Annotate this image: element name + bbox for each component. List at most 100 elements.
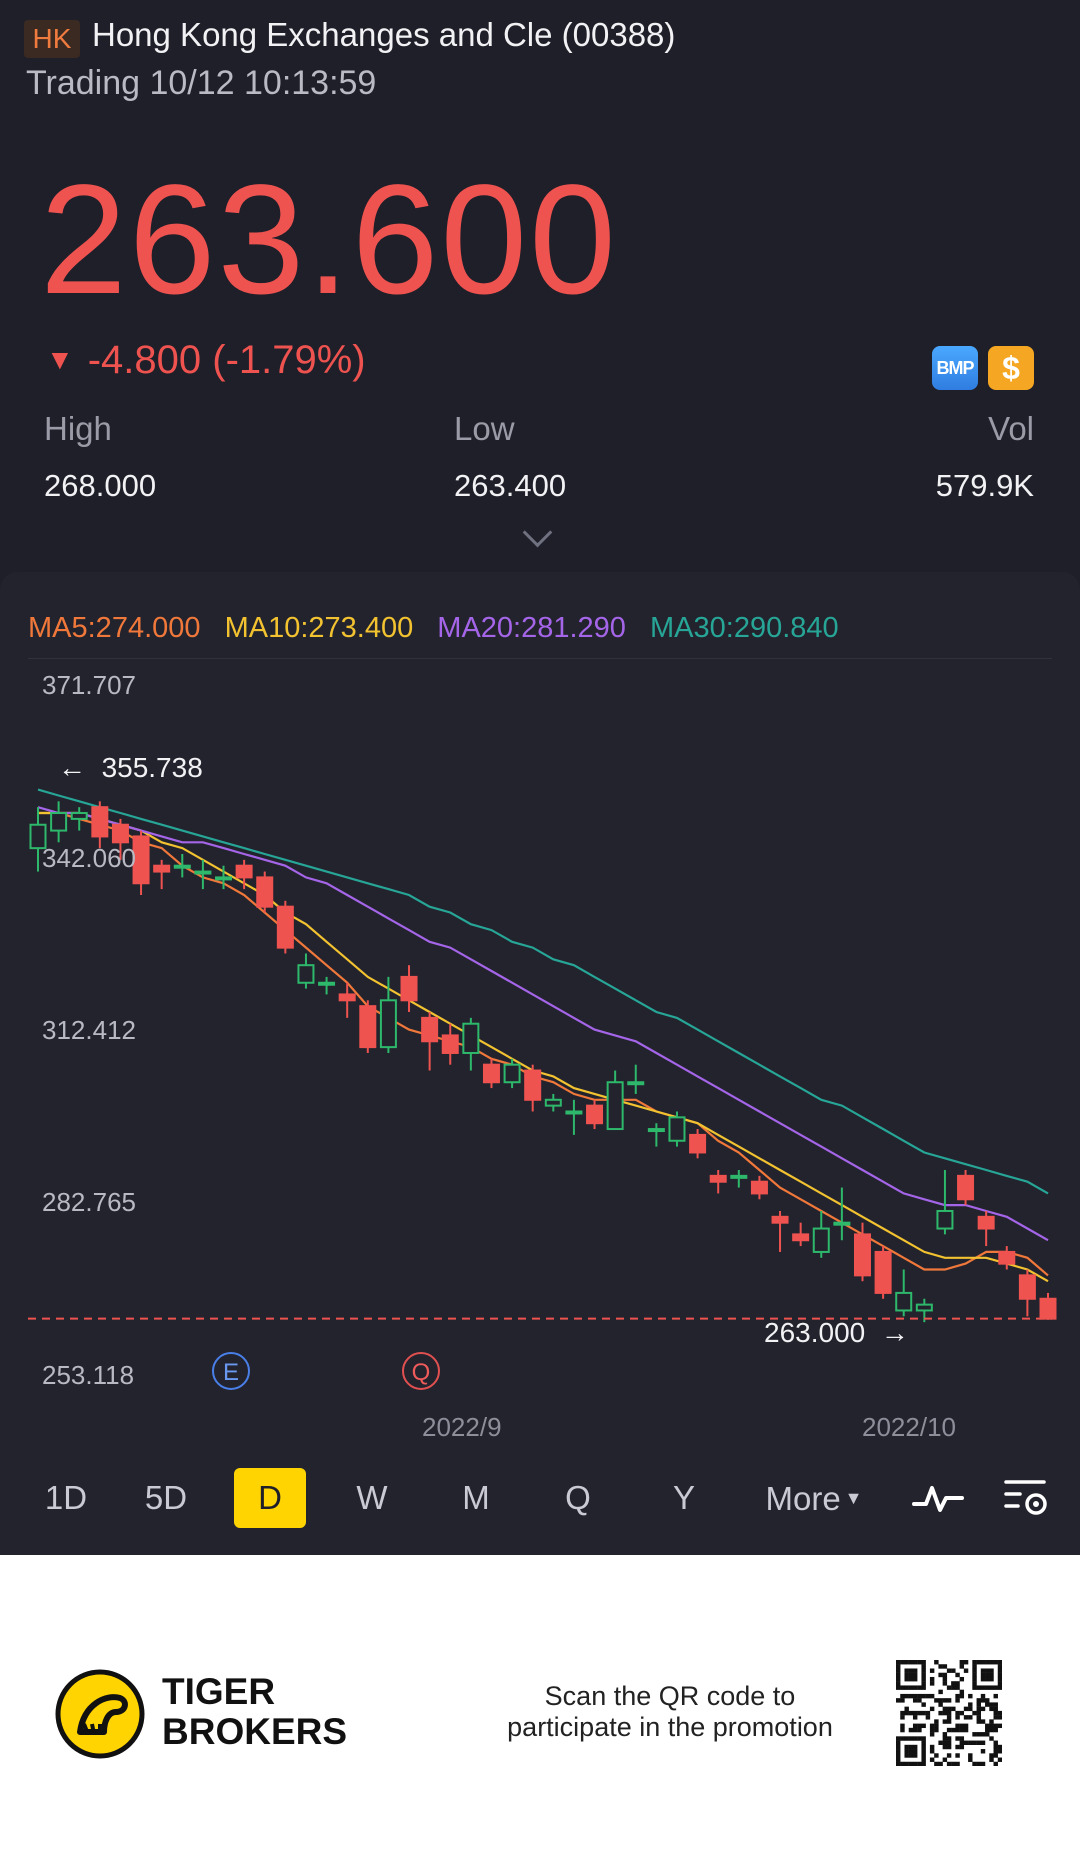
candle-up: [606, 1081, 624, 1131]
dollar-icon[interactable]: $: [988, 346, 1034, 390]
qr-module: [946, 1685, 952, 1690]
high-value: 268.000: [44, 468, 157, 503]
bmp-badge[interactable]: BMP: [932, 346, 978, 390]
qr-module: [968, 1753, 973, 1758]
vol-label: Vol: [988, 410, 1034, 447]
ma30-legend: MA30:290.840: [650, 612, 839, 644]
qr-module: [963, 1727, 969, 1733]
qr-module: [993, 1744, 998, 1750]
qr-module: [976, 1710, 981, 1716]
earnings-event-marker[interactable]: E: [212, 1352, 250, 1390]
qr-module: [921, 1668, 926, 1673]
qr-module: [929, 1693, 935, 1699]
high-marker-value: 355.738: [101, 752, 203, 783]
candle-up: [50, 812, 68, 832]
qr-module: [912, 1723, 918, 1729]
promo-line-1: Scan the QR code to: [544, 1681, 796, 1711]
qr-module: [976, 1685, 981, 1690]
candlestick-chart[interactable]: [0, 660, 1080, 1380]
qr-module: [989, 1685, 994, 1690]
tab-more[interactable]: More ▼: [758, 1468, 870, 1528]
qr-module: [942, 1706, 948, 1712]
candle-up: [627, 1081, 645, 1086]
qr-module: [912, 1668, 918, 1673]
qr-module: [896, 1676, 901, 1682]
qr-module: [980, 1706, 986, 1712]
qr-module: [980, 1740, 986, 1745]
quarterly-event-marker[interactable]: Q: [402, 1352, 440, 1390]
ma-legend: MA5:274.000 MA10:273.400 MA20:281.290 MA…: [28, 612, 855, 645]
qr-module: [908, 1749, 914, 1754]
qr-module: [946, 1668, 952, 1673]
promo-footer: [0, 1555, 1080, 1872]
tab-1d[interactable]: 1D: [44, 1479, 88, 1516]
qr-module: [951, 1685, 956, 1690]
qr-module: [896, 1744, 901, 1750]
caret-down-icon: ▼: [844, 1488, 863, 1508]
qr-module: [921, 1744, 926, 1750]
candle-down: [256, 876, 274, 908]
qr-module: [946, 1698, 952, 1703]
candle-down: [91, 806, 109, 838]
qr-module: [908, 1736, 914, 1741]
qr-module: [959, 1727, 965, 1733]
price-change: ▼ -4.800 (-1.79%): [46, 338, 366, 383]
qr-module: [934, 1719, 939, 1724]
qr-module: [921, 1676, 926, 1682]
candle-down: [853, 1233, 871, 1277]
qr-module: [912, 1736, 918, 1741]
qr-module: [976, 1660, 981, 1665]
qr-module: [972, 1761, 977, 1766]
qr-module: [959, 1689, 965, 1695]
qr-module: [955, 1710, 960, 1716]
qr-module: [989, 1672, 994, 1678]
qr-module: [972, 1740, 977, 1745]
down-triangle-icon: ▼: [46, 344, 74, 375]
qr-module: [904, 1749, 909, 1754]
indicator-icon[interactable]: [912, 1480, 964, 1516]
qr-module: [997, 1668, 1002, 1673]
tab-y[interactable]: Y: [672, 1479, 695, 1516]
tab-w[interactable]: W: [356, 1479, 388, 1516]
qr-module: [946, 1719, 952, 1724]
chevron-down-icon[interactable]: [522, 517, 553, 548]
qr-module: [976, 1719, 981, 1724]
tab-5d[interactable]: 5D: [144, 1479, 188, 1516]
candle-up: [503, 1063, 521, 1084]
chart-settings-icon[interactable]: [1004, 1476, 1050, 1520]
qr-module: [938, 1698, 943, 1703]
qr-module: [963, 1668, 969, 1673]
qr-module: [929, 1757, 935, 1762]
qr-module: [997, 1676, 1002, 1682]
qr-module: [921, 1710, 926, 1716]
qr-module: [968, 1757, 973, 1762]
qr-module: [955, 1672, 960, 1678]
qr-code-icon[interactable]: [896, 1660, 1002, 1766]
qr-module: [929, 1681, 935, 1686]
ma10-legend: MA10:273.400: [224, 612, 414, 644]
ma20-line: [37, 806, 1049, 1242]
qr-module: [904, 1668, 909, 1673]
tab-m[interactable]: M: [462, 1479, 490, 1516]
qr-module: [985, 1723, 990, 1729]
qr-module: [917, 1723, 922, 1729]
qr-module: [929, 1676, 935, 1682]
qr-module: [993, 1702, 998, 1707]
qr-module: [921, 1723, 926, 1729]
qr-module: [917, 1693, 922, 1699]
tab-d[interactable]: D: [234, 1468, 306, 1528]
x-tick-label: 2022/10: [862, 1412, 956, 1442]
candle-down: [338, 993, 356, 1002]
qr-module: [908, 1761, 914, 1766]
qr-module: [959, 1710, 965, 1716]
qr-module: [908, 1672, 914, 1678]
stock-name[interactable]: Hong Kong Exchanges and Cle (00388): [92, 16, 676, 53]
qr-module: [972, 1672, 977, 1678]
qr-module: [908, 1668, 914, 1673]
tab-q[interactable]: Q: [565, 1479, 591, 1516]
qr-module: [972, 1685, 977, 1690]
qr-module: [946, 1736, 952, 1741]
y-tick-label: 371.707: [42, 670, 136, 700]
qr-module: [938, 1761, 943, 1766]
candle-down: [998, 1250, 1016, 1265]
